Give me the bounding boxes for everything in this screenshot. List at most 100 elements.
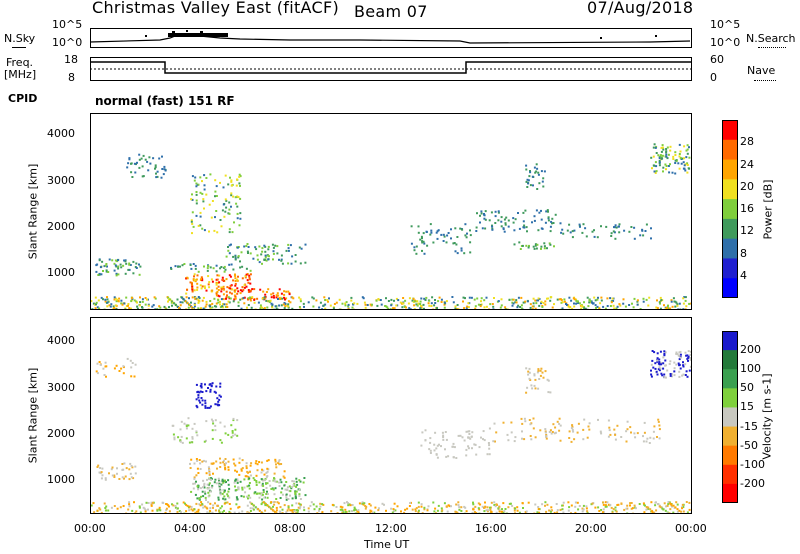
velocity-cell [129, 359, 132, 362]
power-cell [512, 298, 515, 301]
power-cell [160, 176, 163, 179]
velocity-cell [219, 492, 222, 495]
power-cell [283, 296, 285, 299]
velocity-cell [165, 509, 168, 512]
velocity-cell [582, 504, 585, 507]
power-cell [463, 252, 466, 255]
velocity-cell [90, 504, 93, 507]
power-cell [686, 164, 689, 166]
power-ytick-4000: 4000 [47, 127, 75, 140]
power-cell [231, 288, 234, 291]
power-cell [447, 232, 450, 234]
power-cell [115, 272, 118, 275]
velocity-cell [116, 467, 118, 470]
power-cell [567, 304, 570, 307]
power-cell [511, 304, 514, 307]
velocity-cell [183, 422, 186, 425]
power-cell [653, 143, 656, 146]
velocity-cell [219, 395, 222, 398]
velocity-cell [582, 508, 585, 511]
velocity-cell [238, 505, 241, 508]
power-cell [679, 150, 682, 153]
velocity-cell [536, 371, 539, 374]
power-cell [678, 302, 681, 305]
velocity-cell [528, 419, 531, 421]
velocity-cell [205, 390, 208, 393]
velocity-cell [221, 492, 224, 495]
velocity-cell [556, 511, 559, 514]
power-cell [288, 292, 291, 294]
velocity-cell [467, 436, 470, 439]
power-cell [533, 215, 536, 218]
power-cell [526, 300, 529, 303]
velocity-cell [488, 427, 491, 430]
power-cell [429, 233, 432, 236]
velocity-cell [247, 497, 249, 500]
velocity-cell [165, 507, 168, 510]
power-cell [436, 237, 439, 240]
velocity-cell [92, 502, 95, 505]
power-cell [127, 268, 130, 271]
velocity-cell [238, 457, 241, 460]
power-cell [571, 230, 574, 233]
velocity-cell [223, 491, 226, 494]
power-cell [290, 262, 293, 265]
velocity-cell [607, 435, 610, 438]
velocity-cell [283, 484, 286, 487]
power-cell [230, 284, 233, 287]
velocity-cell [223, 509, 225, 512]
power-cell [287, 306, 290, 309]
velocity-cell [230, 424, 233, 427]
velocity-cell [568, 506, 571, 509]
power-cell [485, 305, 488, 308]
power-cell [256, 254, 259, 257]
velocity-cell [477, 507, 480, 510]
velocity-cell [234, 479, 237, 482]
velocity-cell [99, 467, 102, 469]
power-cell [395, 297, 398, 300]
power-cell [589, 300, 592, 303]
velocity-cell [187, 417, 190, 420]
power-cell [272, 295, 275, 297]
velocity-cell [236, 419, 239, 422]
power-cell [454, 305, 457, 308]
power-cell [191, 282, 193, 285]
power-cell [568, 306, 571, 309]
power-cell [415, 303, 418, 306]
velocity-cell [197, 394, 200, 397]
power-cell [655, 170, 658, 173]
velocity-cell [243, 478, 246, 481]
power-cell [284, 305, 287, 308]
velocity-cell [634, 507, 637, 510]
velocity-cell [612, 508, 615, 511]
velocity-cell [673, 367, 676, 370]
nave-line [754, 80, 776, 81]
velocity-cell [121, 463, 124, 465]
power-cell [202, 307, 205, 310]
velocity-cell [105, 375, 107, 378]
velocity-cell [207, 483, 210, 486]
velocity-cell [669, 360, 672, 363]
power-cell [209, 266, 212, 269]
power-cell [113, 298, 116, 301]
power-cell [156, 175, 159, 178]
power-cell [261, 297, 264, 300]
power-cell [223, 270, 226, 273]
velocity-cell [290, 509, 293, 512]
power-cell [586, 296, 589, 299]
velocity-cell [520, 417, 523, 420]
power-cell [263, 244, 266, 247]
power-cell [666, 157, 669, 160]
velocity-cell [227, 466, 230, 469]
power-cell [566, 229, 569, 232]
power-cell [587, 305, 590, 308]
power-cell [235, 184, 238, 187]
velocity-cell [687, 355, 690, 358]
velocity-cell [205, 472, 208, 475]
power-cell [551, 217, 554, 220]
velocity-panel [90, 317, 692, 514]
power-cell [443, 303, 446, 306]
velocity-cell [103, 374, 106, 376]
power-cell [247, 289, 250, 291]
velocity-cell [212, 422, 215, 425]
